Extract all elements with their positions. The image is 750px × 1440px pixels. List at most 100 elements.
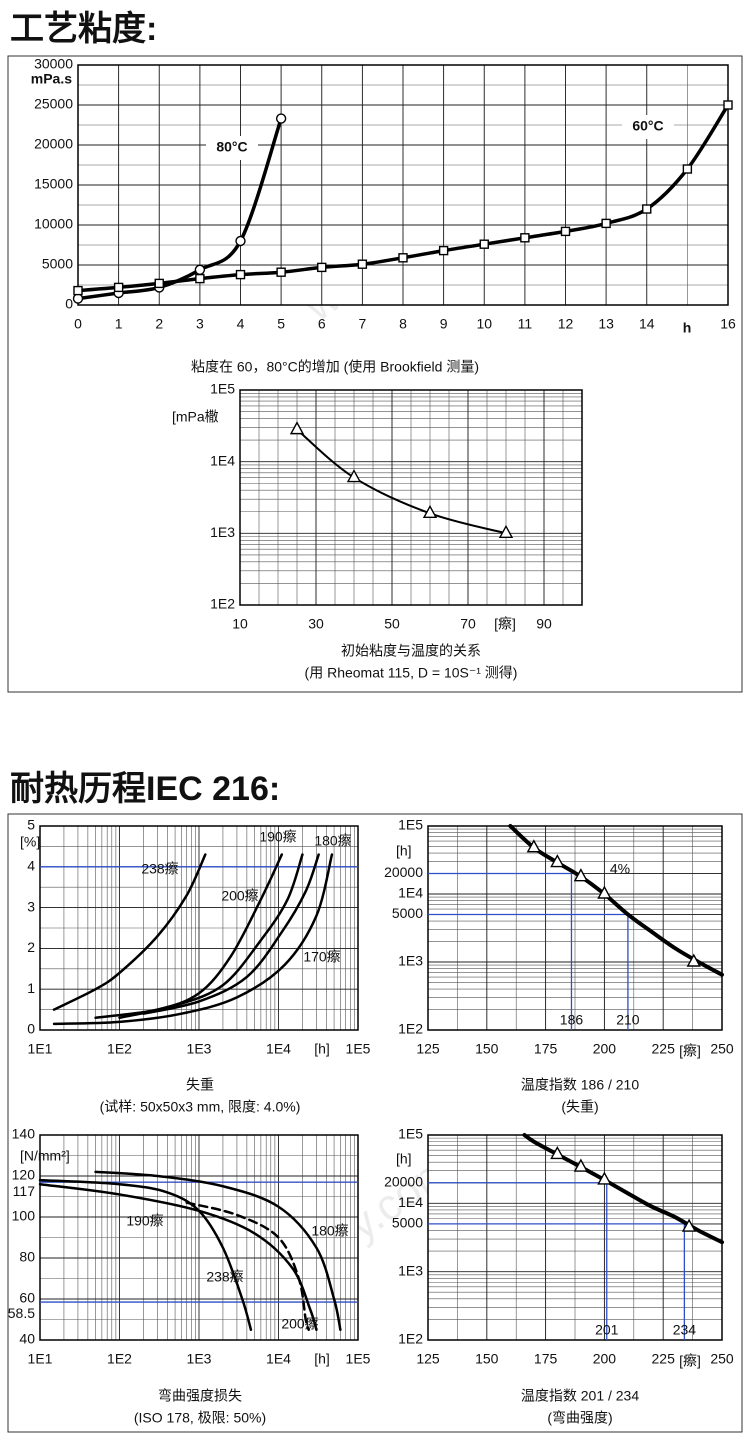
plot-frame	[427, 825, 723, 1031]
chart: 10 30 50 70 90 1E2 1E3 1E4 1E5 [mPa橵 [瘵] 初始粘度与温度的关系…	[172, 381, 583, 681]
x-tick-label: 11	[518, 316, 533, 332]
marker	[642, 204, 652, 214]
caption: (失重)	[561, 1099, 598, 1115]
y-tick-label: 1E4	[398, 885, 423, 901]
x-tick-label: 9	[440, 316, 448, 332]
marker	[686, 953, 701, 967]
marker	[597, 1171, 612, 1185]
x-tick-label: 3	[196, 316, 204, 332]
y-tick-label: 1E5	[398, 817, 423, 833]
marker	[317, 262, 327, 273]
series-line	[52, 853, 207, 1011]
caption: (弯曲强度)	[547, 1410, 612, 1426]
series-label: 170瘵	[303, 949, 340, 965]
y-tick-label: 3	[27, 898, 35, 914]
x-tick-label: 70	[460, 616, 476, 632]
marker	[573, 868, 589, 882]
chart: 1E1 1E2 1E3 1E4 1E5 0 1 2 3 4 5[%] [h] 238瘵 200瘵 190瘵 1…	[20, 817, 371, 1115]
x-tick-label: 150	[475, 1041, 499, 1057]
x-tick-label: 13	[598, 316, 614, 332]
y-tick-label: 1	[27, 980, 35, 996]
y-tick-label: 20000	[384, 864, 423, 880]
marker	[357, 259, 368, 269]
x-tick-label: 225	[652, 1041, 676, 1057]
x-axis-label: [瘵]	[679, 1353, 701, 1369]
x-tick-label: 10	[476, 316, 492, 332]
x-tick-label: 1E2	[107, 1041, 132, 1057]
x-tick-label: 200	[593, 1351, 617, 1367]
series-line	[118, 853, 304, 1020]
x-tick-label: 1E1	[28, 1041, 53, 1057]
y-axis-label: mPa.s	[31, 71, 72, 87]
series-label: 200瘵	[221, 888, 258, 904]
section-box	[7, 813, 743, 1433]
x-tick-label: 225	[652, 1351, 676, 1367]
x-tick-label: 30	[308, 616, 324, 632]
marker	[113, 282, 124, 293]
series-label: 238瘵	[206, 1269, 243, 1285]
y-tick-label: 0	[27, 1021, 35, 1037]
marker	[597, 885, 612, 899]
x-tick-label: 1E4	[266, 1041, 291, 1057]
y-tick-label: 5000	[392, 1215, 423, 1231]
reference-label: 201	[595, 1322, 619, 1338]
series-label: 190瘵	[259, 829, 296, 845]
series-label: 60°C	[632, 118, 663, 134]
marker	[682, 164, 693, 174]
marker	[550, 854, 565, 868]
x-axis-label: [瘵]	[494, 616, 516, 632]
plot-frame	[39, 1134, 359, 1341]
plot-frame	[239, 389, 583, 606]
series-line	[52, 853, 334, 1026]
y-axis-label: [N/mm²]	[20, 1148, 70, 1164]
marker	[235, 269, 246, 280]
x-tick-label: 125	[416, 1041, 440, 1057]
series-line	[94, 1170, 342, 1331]
series-line	[185, 1201, 310, 1331]
marker	[601, 218, 611, 229]
x-tick-label: 1E2	[107, 1351, 132, 1367]
x-tick-label: 0	[74, 316, 82, 332]
series-line	[296, 428, 507, 535]
section-box	[7, 55, 743, 693]
plot-frame	[427, 1134, 723, 1341]
marker	[681, 1218, 697, 1232]
marker	[195, 273, 205, 284]
x-tick-label: 125	[416, 1351, 440, 1367]
y-tick-label: 20000	[384, 1173, 423, 1189]
x-tick-label: 8	[399, 316, 407, 332]
x-tick-label: 250	[710, 1041, 734, 1057]
x-tick-label: 5	[277, 316, 285, 332]
series-label-bg	[622, 115, 674, 139]
y-tick-label: 20000	[34, 136, 73, 152]
marker	[73, 285, 83, 296]
section-title: 耐热历程IEC 216:	[10, 770, 280, 808]
y-tick-label: 1E4	[398, 1194, 423, 1210]
caption: 初始粘度与温度的关系	[341, 643, 481, 659]
marker	[526, 839, 542, 853]
series-label: 190瘵	[126, 1213, 163, 1229]
y-tick-label: 1E3	[398, 1262, 423, 1278]
chart: 125 150 175 200 225 250 1E2 1E3 5000 1E4 20000 1E5 […	[384, 817, 734, 1115]
caption: 温度指数 201 / 234	[521, 1388, 639, 1404]
x-tick-label: 1	[115, 316, 123, 332]
y-tick-label: 140	[12, 1126, 36, 1142]
y-tick-label: 1E3	[210, 524, 235, 540]
x-tick-label: 12	[558, 316, 574, 332]
x-tick-label: 1E3	[187, 1041, 212, 1057]
y-tick-label: 5000	[392, 905, 423, 921]
series-label: 180瘵	[314, 833, 351, 849]
x-tick-label: 1E3	[187, 1351, 212, 1367]
x-tick-label: 1E5	[346, 1041, 371, 1057]
y-tick-label: 1E5	[210, 381, 235, 397]
marker	[438, 245, 449, 256]
marker	[194, 264, 206, 275]
x-axis-label: h	[683, 320, 692, 336]
y-tick-label: 80	[19, 1249, 35, 1265]
x-tick-label: 1E4	[266, 1351, 291, 1367]
marker	[276, 267, 286, 277]
x-tick-label: 10	[232, 616, 248, 632]
reference-label: 210	[616, 1012, 640, 1028]
y-tick-label: 0	[65, 296, 73, 312]
